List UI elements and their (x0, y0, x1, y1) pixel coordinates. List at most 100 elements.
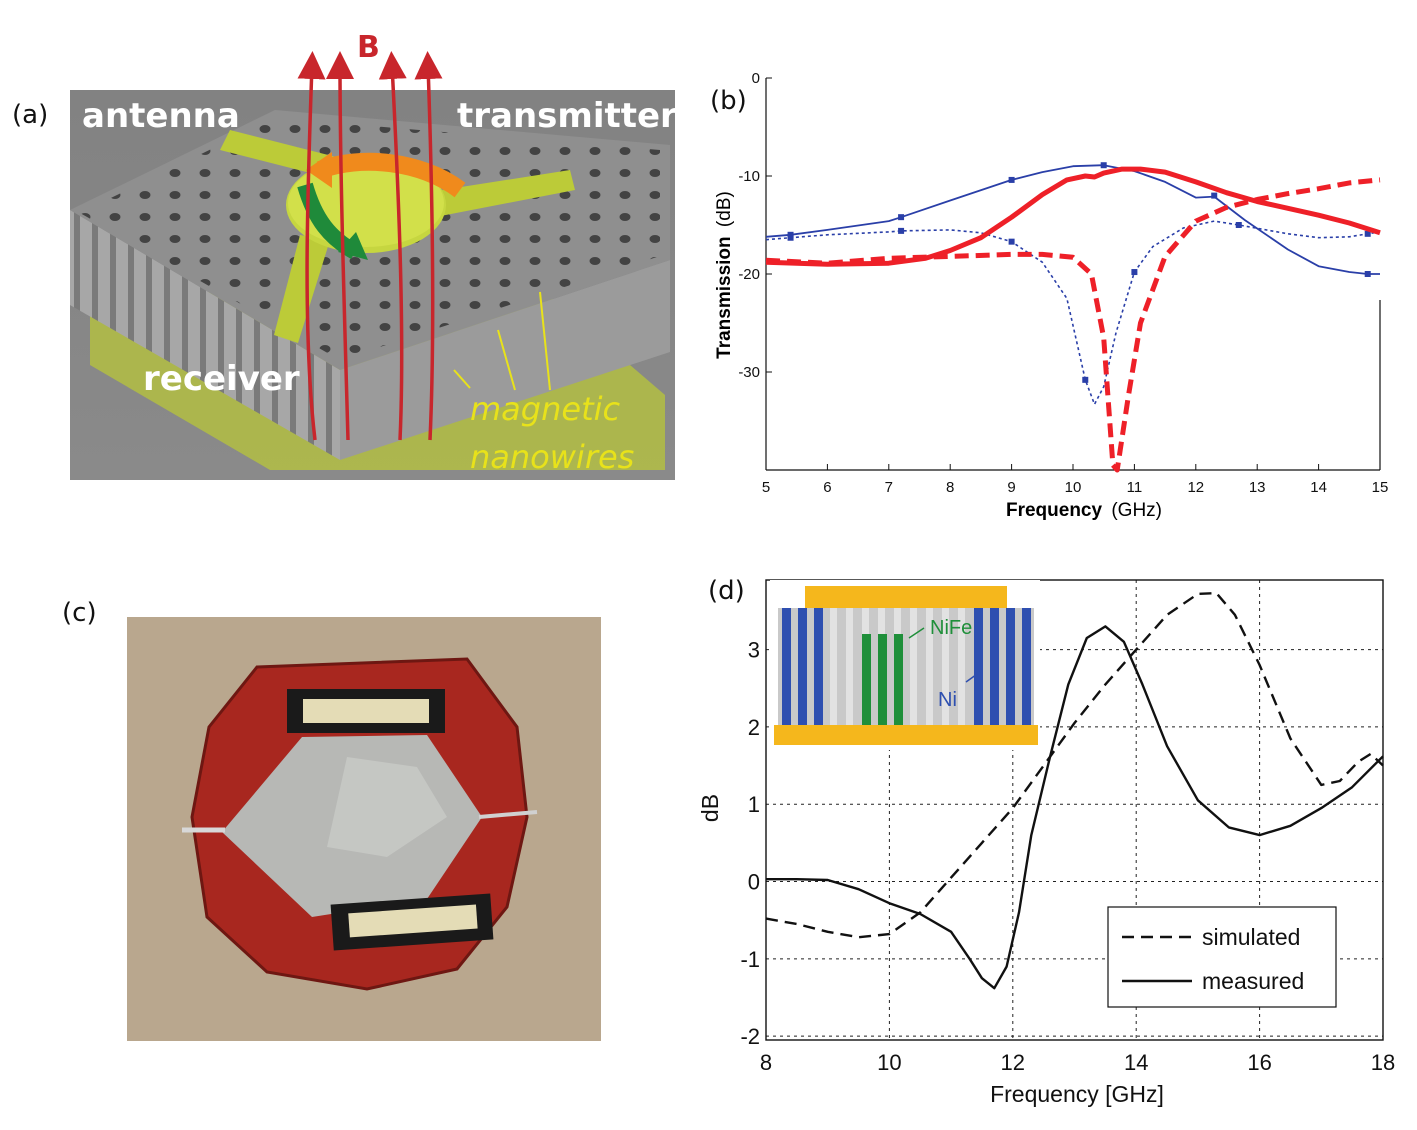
top-contact-paint (303, 699, 429, 723)
panel-d-ytick-label: 1 (748, 792, 760, 817)
panel-b-xtick-label: 14 (1310, 479, 1327, 496)
panel-b-ytick-label: 0 (752, 70, 760, 87)
panel-d-ytick-label: 0 (748, 870, 760, 895)
transmitter-label: transmitter (457, 96, 675, 136)
right-strip (478, 810, 538, 819)
inset-ni-wire (782, 608, 791, 725)
panel-b-series-0-marker (1008, 176, 1015, 183)
inset-pore (926, 608, 933, 725)
panel-b-series-3-line (765, 177, 1381, 473)
field-label: B (357, 30, 380, 65)
panel-label-a: (a) (12, 100, 49, 130)
panel-label-d: (d) (708, 576, 745, 606)
nanowire-pointers (453, 291, 551, 391)
panel-b-ylabel: Transmission (dB) (714, 191, 735, 359)
panel-b-series-1-marker (1364, 230, 1371, 237)
panel-b-series-1-marker (1235, 222, 1242, 228)
legend-label-simulated: simulated (1202, 924, 1300, 950)
orange-arrow-head (306, 152, 332, 188)
wires-label-line1: magnetic (470, 390, 621, 428)
inset-ni-wire (1022, 608, 1031, 725)
inset-bottom-electrode (774, 725, 1038, 745)
panel-d-legend: simulated measured (1107, 906, 1337, 1008)
inset-pore (830, 608, 837, 725)
panel-d-ytick-label: 2 (748, 715, 760, 740)
panel-b-chart: 5 6 7 8 9 10 11 12 13 14 15 0 -10 -20 -30 Frequency (G… (714, 70, 1388, 521)
panel-d-frame (765, 579, 1384, 1041)
inset-pore (846, 608, 853, 725)
panel-d-xtick-label: 16 (1247, 1050, 1271, 1075)
panel-b-xtick-label: 9 (1007, 479, 1015, 496)
inset-ni-wire (990, 608, 999, 725)
panel-b-xlabel-unit: (GHz) (1111, 500, 1162, 521)
panel-d-ytick-label: -1 (740, 947, 760, 972)
panel-b-xtick-label: 8 (946, 479, 954, 496)
wires-label-line2: nanowires (470, 438, 634, 476)
panel-b-xtick-label: 10 (1065, 479, 1082, 496)
panel-d-series (765, 591, 1384, 990)
panel-b-series-1-marker (1008, 238, 1015, 245)
panel-label-c: (c) (62, 598, 97, 628)
green-arrow-head (338, 232, 368, 260)
panel-b-xtick-label: 7 (885, 479, 893, 496)
inset-pore (910, 608, 917, 725)
bottom-contact-paint (348, 904, 478, 938)
ni-pointer (965, 671, 981, 683)
panel-b-xtick-label: 5 (762, 479, 770, 496)
orange-arrow (316, 152, 466, 198)
panel-a-schematic: B antenna transmitter receiver magnetic … (70, 30, 675, 480)
inset-pore (958, 608, 965, 725)
panel-b-ticks: 5 6 7 8 9 10 11 12 13 14 15 0 -10 -20 -30 (738, 70, 1388, 496)
inset-top-electrode (805, 586, 1007, 608)
legend-box (1107, 906, 1337, 1008)
panel-b-series-0-marker (898, 214, 905, 221)
inset-ni-wire (798, 608, 807, 725)
inset-nife-wire (862, 634, 871, 725)
film-highlight (327, 757, 447, 857)
inset-ni-wire (974, 608, 983, 725)
panel-b-xlabel-main: Frequency (1006, 500, 1103, 521)
panel-b-xtick-label: 11 (1127, 479, 1143, 496)
panel-b-series-1-marker (787, 234, 794, 241)
panel-d-xlabel: Frequency [GHz] (990, 1081, 1164, 1107)
panel-b-xlabel: Frequency (GHz) (1006, 500, 1162, 521)
panel-d-xtick-label: 12 (1001, 1050, 1025, 1075)
panel-d-ytick-label: -2 (740, 1024, 760, 1049)
panel-b-xtick-label: 6 (823, 479, 831, 496)
panel-b-ylabel-unit: (dB) (714, 191, 735, 227)
legend-label-measured: measured (1202, 968, 1304, 994)
nife-pointer (908, 627, 925, 639)
panel-b-series-0-marker (1211, 192, 1218, 199)
panel-b-series-1-marker (1131, 269, 1138, 276)
field-lines (297, 51, 443, 441)
inset-label-ni: Ni (938, 689, 957, 711)
panel-b-xtick-label: 15 (1372, 479, 1389, 496)
panel-d-ylabel: dB (697, 794, 723, 822)
membrane-right-face (340, 260, 670, 460)
panel-b-series-1-marker (1082, 376, 1089, 383)
inset-ni-wire (1006, 608, 1015, 725)
receiver-label: receiver (143, 359, 300, 399)
panel-d-ytick-label: 3 (748, 638, 760, 663)
panel-b-ytick-label: -10 (738, 168, 760, 185)
membrane-front-face (70, 210, 340, 460)
inset-label-nife: NiFe (930, 617, 972, 639)
panel-b-ylabel-main: Transmission (714, 236, 735, 359)
antenna-label: antenna (82, 96, 240, 136)
panel-d-axes (765, 579, 1384, 1041)
inset-wires (782, 608, 1031, 725)
inset-ni-wire (814, 608, 823, 725)
panel-d-xtick-label: 14 (1124, 1050, 1148, 1075)
panel-b-ytick-label: -30 (738, 364, 760, 381)
panel-b-ytick-label: -20 (738, 266, 760, 283)
panel-b-series-1-marker (898, 227, 905, 234)
panel-d-grid (766, 580, 1383, 1040)
panel-c-photo (127, 617, 601, 1041)
panel-label-b: (b) (710, 86, 747, 116)
panel-b-axes (765, 78, 1381, 471)
panel-b-series-0-marker (1364, 271, 1371, 277)
inset-nife-wire (878, 634, 887, 725)
panel-b-xtick-label: 12 (1187, 479, 1204, 496)
